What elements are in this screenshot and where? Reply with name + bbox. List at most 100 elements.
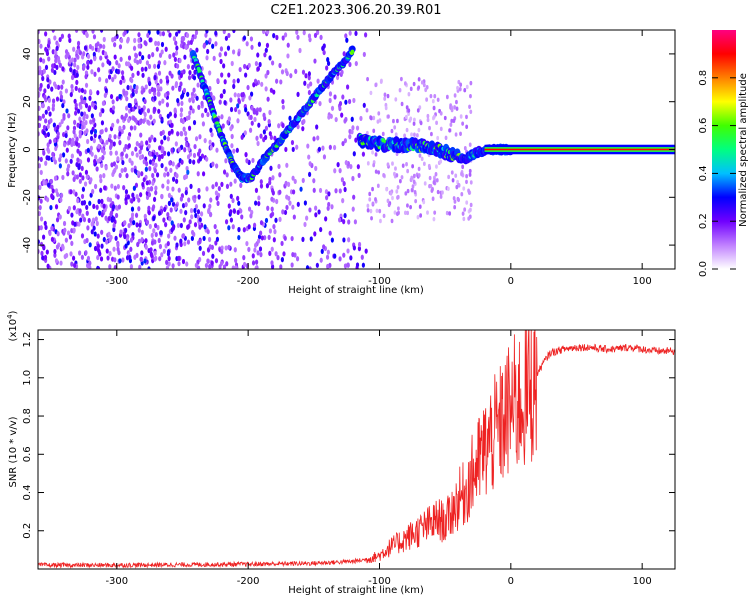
heatmap-cell bbox=[172, 52, 176, 58]
heatmap-cell bbox=[127, 102, 131, 109]
heatmap-cell bbox=[109, 150, 113, 156]
heatmap-cell bbox=[342, 252, 346, 258]
heatmap-cell bbox=[379, 79, 383, 84]
heatmap-cell bbox=[374, 152, 378, 157]
heatmap-cell bbox=[179, 208, 183, 214]
heatmap-cell bbox=[290, 235, 294, 242]
heatmap-cell bbox=[61, 152, 66, 158]
heatmap-cell bbox=[69, 91, 73, 98]
heatmap-cell bbox=[148, 223, 152, 230]
heatmap-cell bbox=[192, 119, 197, 126]
heatmap-cell bbox=[76, 108, 81, 114]
heatmap-cell bbox=[188, 158, 192, 164]
heatmap-cell bbox=[325, 254, 330, 260]
heatmap-cell bbox=[314, 212, 318, 218]
heatmap-cell bbox=[69, 251, 73, 257]
heatmap-cell bbox=[259, 230, 263, 236]
heatmap-cell bbox=[56, 124, 60, 130]
heatmap-cell bbox=[281, 209, 285, 215]
heatmap-cell bbox=[240, 134, 244, 140]
heatmap-cell bbox=[199, 211, 204, 217]
heatmap-cell bbox=[134, 53, 139, 59]
heatmap-cell bbox=[186, 154, 191, 160]
heatmap-cell bbox=[412, 81, 416, 87]
heatmap-cell bbox=[173, 205, 177, 211]
heatmap-cell bbox=[290, 139, 295, 146]
heatmap-cell bbox=[143, 98, 147, 105]
heatmap-cell bbox=[38, 38, 41, 45]
heatmap-cell bbox=[190, 95, 194, 101]
heatmap-cell bbox=[461, 121, 465, 126]
heatmap-cell bbox=[245, 41, 249, 47]
colorbar-label: Normalized spectral amplitude bbox=[738, 73, 749, 227]
heatmap-cell bbox=[222, 63, 226, 69]
heatmap-cell bbox=[403, 81, 407, 86]
heatmap-cell bbox=[177, 162, 181, 168]
heatmap-cell bbox=[77, 221, 81, 227]
heatmap-cell bbox=[72, 176, 76, 182]
heatmap-cell bbox=[86, 138, 90, 145]
heatmap-cell bbox=[396, 211, 399, 217]
heatmap-cell bbox=[208, 263, 212, 269]
y-tick-label: 0 bbox=[22, 146, 33, 152]
heatmap-cell bbox=[84, 74, 88, 80]
heatmap-cell bbox=[118, 131, 122, 137]
heatmap-cell bbox=[116, 69, 120, 75]
heatmap-cell bbox=[188, 69, 192, 76]
colorbar-tick-label: 0.0 bbox=[698, 261, 709, 277]
heatmap-cell bbox=[108, 250, 112, 257]
heatmap-cell bbox=[45, 50, 50, 57]
heatmap-cell bbox=[166, 211, 170, 218]
heatmap-cell bbox=[449, 122, 453, 127]
heatmap-cell bbox=[148, 151, 152, 157]
heatmap-cell bbox=[154, 162, 158, 168]
heatmap-cell bbox=[67, 205, 72, 212]
heatmap-cell bbox=[71, 255, 76, 261]
heatmap-cell bbox=[348, 61, 352, 68]
heatmap-cell bbox=[280, 257, 284, 263]
heatmap-cell bbox=[151, 172, 155, 179]
heatmap-cell bbox=[132, 219, 136, 226]
heatmap-cell bbox=[328, 97, 332, 104]
heatmap-cell bbox=[39, 43, 43, 49]
heatmap-cell bbox=[58, 214, 62, 220]
heatmap-cell bbox=[156, 63, 161, 69]
heatmap-cell bbox=[307, 154, 311, 160]
heatmap-cell bbox=[198, 224, 202, 230]
heatmap-cell bbox=[205, 186, 209, 192]
heatmap-cell bbox=[416, 108, 420, 113]
heatmap-cell bbox=[161, 183, 165, 189]
heatmap-cell bbox=[220, 181, 224, 187]
heatmap-cell bbox=[286, 53, 290, 59]
heatmap-cell bbox=[156, 30, 160, 35]
heatmap-cell bbox=[224, 158, 228, 164]
heatmap-cell bbox=[333, 168, 337, 174]
heatmap-cell bbox=[455, 184, 459, 190]
heatmap-cell bbox=[362, 102, 366, 108]
heatmap-cell bbox=[190, 229, 195, 236]
heatmap-cell bbox=[130, 206, 135, 212]
heatmap-cell bbox=[382, 172, 386, 178]
heatmap-cell bbox=[265, 42, 270, 48]
heatmap-cell bbox=[136, 70, 140, 76]
heatmap-cell bbox=[361, 151, 366, 157]
heatmap-cell bbox=[411, 164, 415, 169]
heatmap-cell bbox=[264, 86, 268, 92]
heatmap-cell bbox=[167, 261, 171, 267]
heatmap-cell bbox=[90, 151, 94, 157]
heatmap-cell bbox=[423, 181, 427, 186]
heatmap-cell bbox=[284, 146, 288, 153]
heatmap-cell bbox=[385, 186, 389, 192]
heatmap-cell bbox=[144, 238, 148, 244]
heatmap-cell bbox=[137, 43, 141, 49]
heatmap-cell bbox=[457, 79, 461, 85]
heatmap-cell bbox=[170, 197, 174, 203]
heatmap-cell bbox=[47, 105, 51, 112]
heatmap-cell bbox=[227, 116, 231, 122]
heatmap-cell bbox=[120, 114, 124, 120]
heatmap-cell bbox=[140, 66, 144, 72]
heatmap-cell bbox=[105, 78, 109, 84]
heatmap-cell bbox=[286, 42, 290, 48]
heatmap-cell bbox=[224, 219, 229, 225]
heatmap-cell bbox=[303, 200, 307, 206]
